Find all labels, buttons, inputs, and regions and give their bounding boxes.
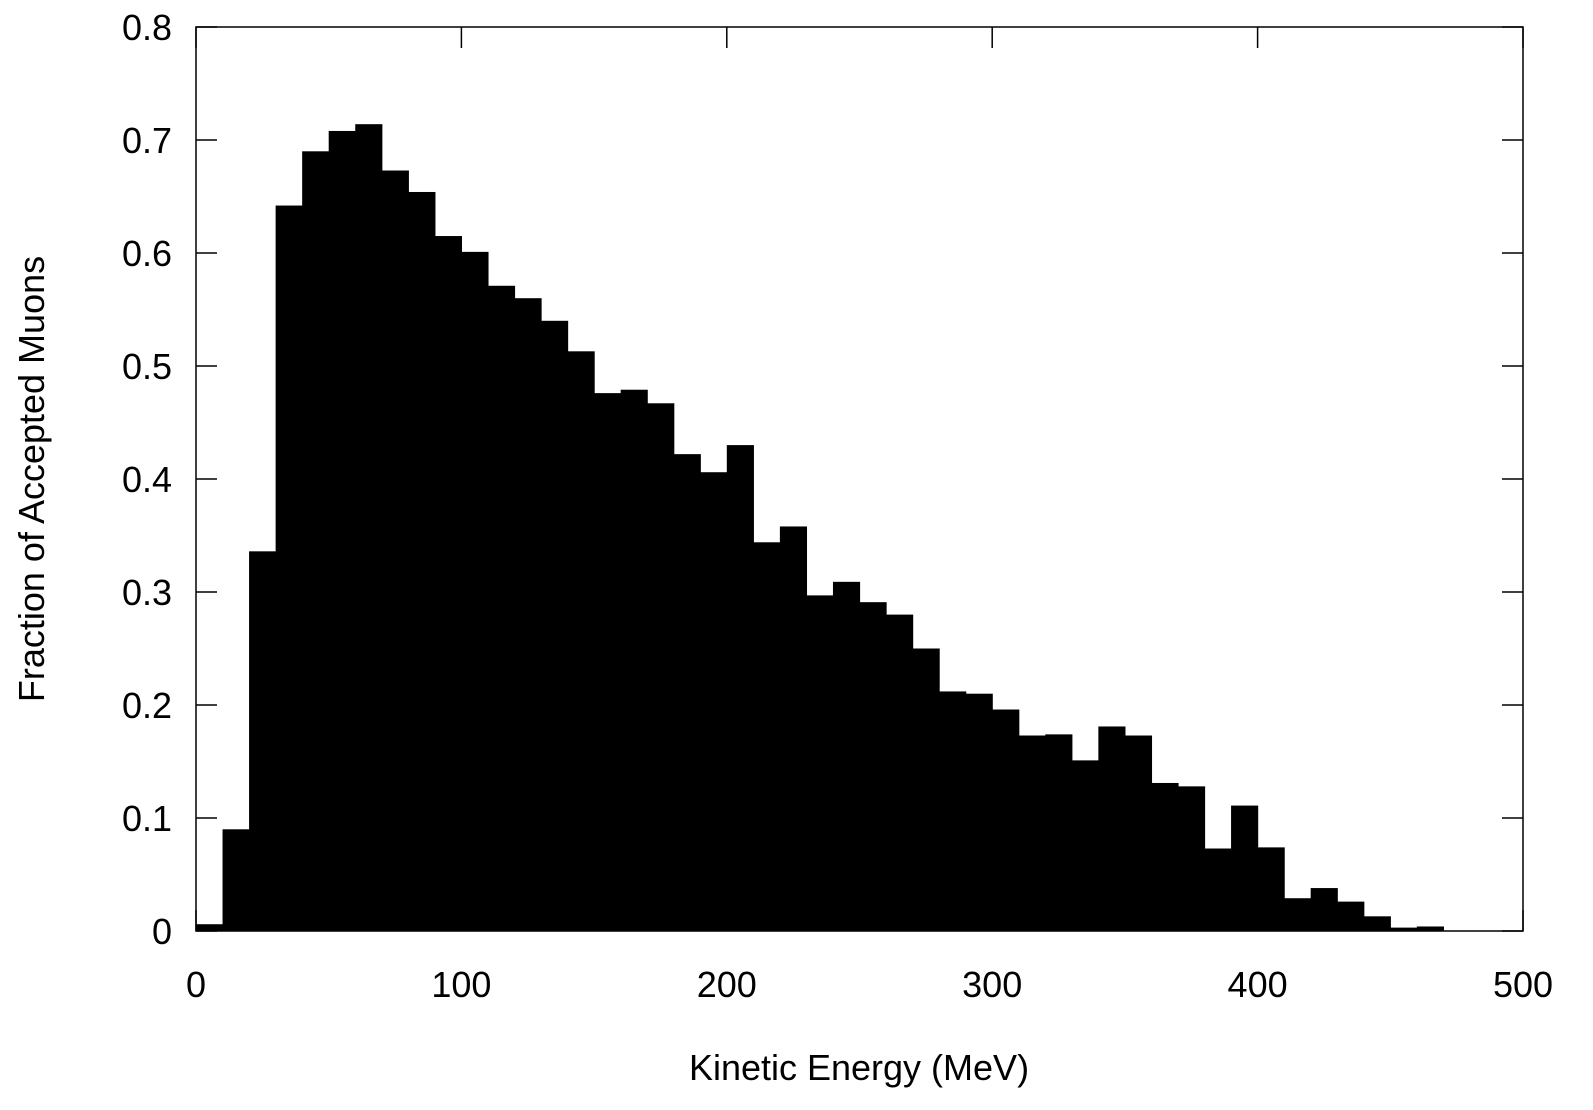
histogram-bar [992,709,1020,931]
histogram-bar [1416,926,1444,931]
y-tick-label: 0.1 [122,798,172,839]
histogram-bar [1363,916,1391,931]
histogram-bar [1204,848,1232,931]
histogram-bar [196,924,224,931]
y-tick-label: 0.3 [122,572,172,613]
histogram-bar [249,551,277,931]
histogram-bar [1124,735,1153,931]
histogram-bar [355,124,383,932]
x-tick-label: 100 [431,964,491,1005]
x-tick-label: 500 [1493,964,1553,1005]
bars-layer [196,124,1444,932]
histogram-bar [487,285,516,931]
histogram-bar [726,445,754,931]
histogram-bar [806,595,834,931]
histogram-bar [1045,734,1073,931]
histogram-bar [222,829,250,931]
histogram-bar [1231,805,1259,931]
y-tick-label: 0.4 [122,459,172,500]
plot-frame [195,26,1524,932]
histogram-bar [647,403,675,931]
y-tick-label: 0.8 [122,7,172,48]
y-tick-label: 0.2 [122,685,172,726]
histogram-bar [620,389,648,932]
histogram-bar [779,526,808,931]
histogram-bar [514,298,542,931]
histogram-bar [461,251,489,931]
histogram-bar [859,602,887,931]
x-tick-label: 400 [1228,964,1288,1005]
histogram-bar [1177,786,1206,931]
histogram-bar [408,191,436,932]
histogram-bar [1151,782,1179,931]
x-tick-label: 200 [697,964,757,1005]
histogram-bar [673,454,701,931]
histogram-bar [434,236,462,932]
histogram-bar [753,542,781,931]
histogram-bar [886,614,914,931]
y-axis-title: Fraction of Accepted Muons [11,256,52,702]
histogram-bar [1071,760,1099,931]
histogram-bar [1310,888,1338,931]
histogram-bar [939,691,967,931]
histogram-bar [594,393,622,931]
histogram-bar [275,205,303,932]
tick-labels-layer: 0 100 200 300 400 500 0 0.1 0.2 0.3 0.4 0.5 0.6 0.7 0.… [122,7,1553,1005]
histogram-bar [1337,901,1365,931]
x-tick-label: 0 [186,964,206,1005]
histogram-bar [381,170,409,931]
x-axis-title: Kinetic Energy (MeV) [689,1047,1029,1088]
histogram-bar [1098,726,1126,931]
histogram-bar [1257,847,1285,931]
histogram-bar [541,320,569,931]
y-tick-label: 0.7 [122,120,172,161]
y-tick-label: 0.5 [122,346,172,387]
x-tick-label: 300 [962,964,1022,1005]
y-tick-label: 0 [152,911,172,952]
y-tick-label: 0.6 [122,233,172,274]
histogram-bar [1284,898,1312,931]
histogram-bar [1018,735,1046,931]
histogram-bar [700,472,728,931]
histogram-bar [567,351,595,931]
histogram-bar [965,693,993,931]
histogram-bar [912,648,940,931]
histogram-bar [302,151,330,932]
histogram-bar [328,130,356,931]
histogram-bar [832,581,861,931]
histogram-bar [1390,927,1418,931]
